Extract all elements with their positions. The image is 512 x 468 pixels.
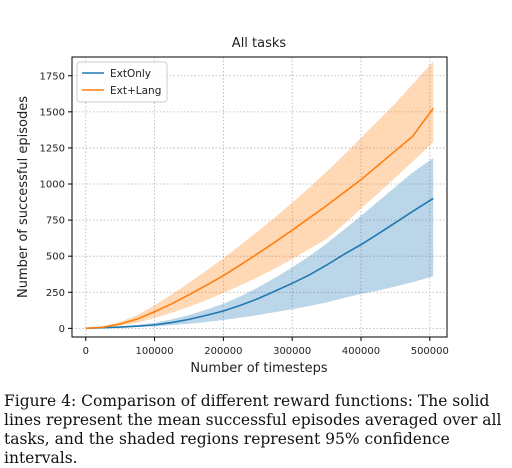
legend-label-extonly: ExtOnly	[110, 68, 151, 80]
y-tick-label: 1750	[40, 71, 65, 82]
legend-label-extlang: Ext+Lang	[110, 85, 161, 97]
plot-frame	[71, 56, 448, 338]
confidence-bands	[85, 61, 434, 329]
x-tick-label: 200000	[204, 346, 242, 357]
grid-lines	[72, 57, 447, 337]
y-tick-label: 250	[46, 288, 65, 299]
chart: All tasks 0 100000 200000 300000 400000 50000…	[16, 36, 449, 376]
y-tick-label: 750	[46, 216, 65, 227]
y-axis-label: Number of successful episodes	[16, 96, 31, 298]
y-tick-label: 1250	[40, 143, 65, 154]
y-tick-label: 1500	[40, 107, 65, 118]
series-line-extlang	[85, 107, 434, 330]
x-tick-label: 0	[83, 346, 89, 357]
series-lines	[85, 107, 434, 330]
legend: ExtOnly Ext+Lang	[76, 61, 168, 103]
x-tick-label: 400000	[342, 346, 380, 357]
x-tick-label: 100000	[135, 346, 173, 357]
x-axis-label: Number of timesteps	[190, 361, 328, 376]
y-tick-label: 1000	[40, 180, 65, 191]
legend-box	[76, 61, 168, 103]
confidence-band-extonly	[85, 158, 434, 329]
x-tick-label: 300000	[273, 346, 311, 357]
y-tick-label: 500	[46, 252, 65, 263]
x-tick-label: 500000	[411, 346, 449, 357]
figure-caption: Figure 4: Comparison of different reward…	[4, 392, 502, 467]
x-axis-ticks: 0 100000 200000 300000 400000 500000	[83, 337, 449, 357]
confidence-band-extlang	[85, 61, 434, 329]
y-axis-ticks: 0 250 500 750 1000 1250 1500 1750	[40, 71, 72, 335]
chart-title: All tasks	[232, 36, 287, 51]
series-line-extonly	[85, 197, 434, 330]
y-tick-label: 0	[59, 324, 65, 335]
